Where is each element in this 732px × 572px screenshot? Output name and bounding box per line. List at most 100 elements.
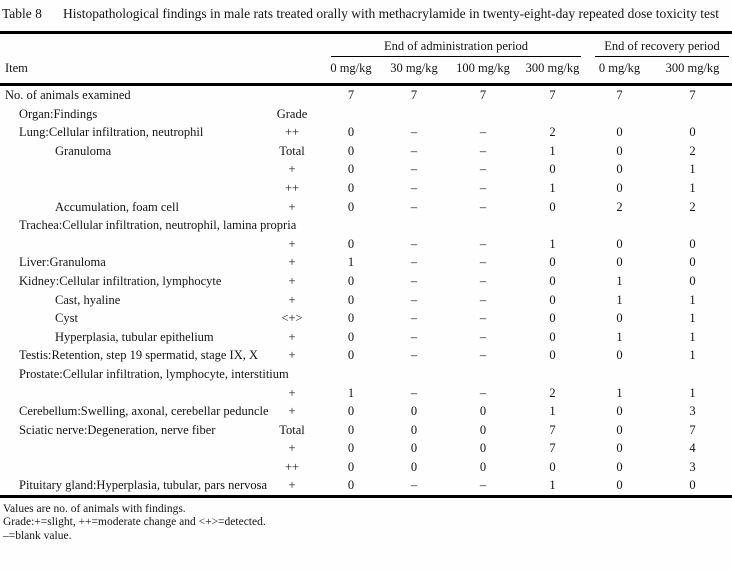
- value-cell: –: [479, 385, 487, 400]
- value-cell: 1: [616, 385, 623, 400]
- value-cell: 1: [689, 311, 696, 326]
- value-cell: 0: [616, 311, 623, 326]
- row-label: Cyst: [55, 311, 78, 326]
- row-label: No. of animals examined: [5, 88, 131, 102]
- value-cell: 0: [689, 273, 696, 288]
- value-cell: 0: [347, 292, 355, 307]
- value-cell: –: [410, 125, 418, 140]
- grade-cell: Total: [279, 422, 305, 437]
- value-cell: 2: [689, 199, 696, 214]
- value-cell: 1: [549, 478, 556, 493]
- value-cell: –: [479, 292, 487, 307]
- table-row: Testis:Retention, step 19 spermatid, sta…: [0, 346, 732, 365]
- value-cell: [321, 105, 381, 124]
- table-row: Sciatic nerve:Degeneration, nerve fiber T…: [0, 421, 732, 440]
- table-row: Liver:Granuloma +1 – – 0 0 0: [0, 253, 732, 272]
- value-cell: –: [479, 255, 487, 270]
- table-row: Lung:Cellular infiltration, neutrophil ++…: [0, 123, 732, 142]
- value-cell: 0: [689, 255, 696, 270]
- value-cell: 0: [689, 125, 696, 140]
- value-cell: 7: [410, 88, 418, 102]
- grade-cell: +: [288, 478, 296, 493]
- table-row: No. of animals examined 7 7 7 7 7 7: [0, 85, 732, 105]
- table-body: No. of animals examined 7 7 7 7 7 7 Organ:Findi…: [0, 85, 732, 496]
- value-cell: 1: [549, 180, 556, 195]
- table-row: Pituitary gland:Hyperplasia, tubular, pa…: [0, 476, 732, 495]
- value-cell: 0: [347, 459, 355, 474]
- table-row: Granuloma Total 0 – – 1 0 2: [0, 142, 732, 161]
- row-label: [0, 235, 263, 254]
- value-cell: 0: [616, 236, 623, 251]
- value-cell: 1: [549, 143, 556, 158]
- value-cell: 0: [410, 441, 418, 456]
- grade-cell: +: [288, 199, 296, 214]
- table-row: ++ 0 0 0 0 0 3: [0, 458, 732, 477]
- value-cell: 0: [347, 273, 355, 288]
- value-cell: –: [410, 236, 418, 251]
- value-cell: 7: [347, 88, 355, 102]
- row-label: [0, 458, 263, 477]
- value-cell: 7: [549, 88, 556, 102]
- value-cell: –: [410, 478, 418, 493]
- row-label: [0, 439, 263, 458]
- row-label: [0, 179, 263, 198]
- value-cell: 7: [616, 88, 623, 102]
- value-cell: 0: [549, 311, 556, 326]
- value-cell: 0: [347, 404, 355, 419]
- value-cell: 0: [347, 180, 355, 195]
- value-cell: –: [410, 180, 418, 195]
- value-cell: 0: [616, 478, 623, 493]
- footnote-grade-legend: Grade:+=slight, ++=moderate change and <…: [3, 516, 266, 529]
- table-row: Kidney:Cellular infiltration, lymphocyte…: [0, 272, 732, 291]
- value-cell: 7: [549, 441, 556, 456]
- value-cell: [586, 105, 653, 124]
- table-row: ++ 0 – – 1 0 1: [0, 179, 732, 198]
- value-cell: –: [410, 329, 418, 344]
- value-cell: 0: [616, 180, 623, 195]
- value-cell: –: [410, 348, 418, 363]
- value-cell: 0: [410, 404, 418, 419]
- grade-cell: +: [288, 236, 296, 251]
- column-group-row: End of administration period End of reco…: [0, 33, 732, 57]
- bottom-rule: [0, 495, 732, 499]
- table-row: +0 0 0 7 0 4: [0, 439, 732, 458]
- value-cell: –: [479, 273, 487, 288]
- value-cell: 1: [689, 329, 696, 344]
- value-cell: –: [479, 478, 487, 493]
- value-cell: 0: [347, 199, 355, 214]
- value-cell: 1: [549, 236, 556, 251]
- value-cell: –: [410, 143, 418, 158]
- row-label: Pituitary gland:Hyperplasia, tubular, pa…: [19, 478, 268, 493]
- value-cell: –: [479, 236, 487, 251]
- table-number: Table 8: [2, 6, 42, 21]
- column-group-recovery-label: End of recovery period: [595, 34, 730, 57]
- row-label: Testis:Retention, step 19 spermatid, sta…: [19, 348, 259, 363]
- column-group-administration: End of administration period: [321, 33, 586, 57]
- value-cell: –: [410, 385, 418, 400]
- value-cell: 0: [549, 162, 556, 177]
- value-cell: 0: [347, 125, 355, 140]
- value-cell: 0: [616, 422, 623, 437]
- value-cell: 7: [549, 422, 556, 437]
- table-row: Cerebellum:Swelling, axonal, cerebellar …: [0, 402, 732, 421]
- grade-cell: +: [288, 404, 296, 419]
- value-cell: 1: [616, 329, 623, 344]
- value-cell: 0: [479, 422, 487, 437]
- table-row: Cyst <+> 0 – – 0 0 1: [0, 309, 732, 328]
- table-row: Prostate:Cellular infiltration, lymphocy…: [0, 365, 732, 384]
- value-cell: 2: [689, 143, 696, 158]
- value-cell: –: [479, 162, 487, 177]
- table-row: +0 – – 0 0 1: [0, 160, 732, 179]
- row-label: Hyperplasia, tubular epithelium: [55, 329, 214, 344]
- table-row: Cast, hyaline +0 – – 0 1 1: [0, 291, 732, 310]
- grade-cell: +: [288, 329, 296, 344]
- value-cell: 0: [410, 459, 418, 474]
- grade-cell: +: [288, 273, 296, 288]
- value-cell: [381, 105, 447, 124]
- value-cell: –: [479, 199, 487, 214]
- value-cell: –: [410, 273, 418, 288]
- table-caption: Table 8 Histopathological findings in ma…: [0, 0, 732, 22]
- dose-header-row: Item 0 mg/kg 30 mg/kg 100 mg/kg 300 mg/k…: [0, 57, 732, 85]
- value-cell: 2: [616, 199, 623, 214]
- grade-cell: +: [288, 255, 296, 270]
